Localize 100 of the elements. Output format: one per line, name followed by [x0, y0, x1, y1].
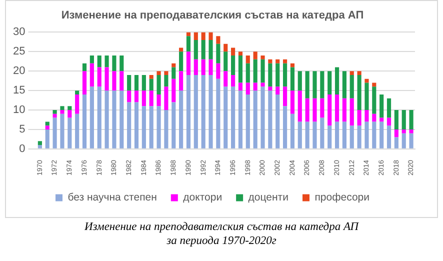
bar [238, 56, 243, 83]
bar [216, 78, 220, 148]
bar [386, 118, 392, 126]
bar [298, 90, 302, 122]
bar [201, 40, 206, 60]
bar [231, 86, 236, 148]
bar [142, 106, 146, 148]
bar [253, 52, 258, 60]
bar [45, 126, 50, 130]
bar [394, 110, 398, 130]
bar [357, 110, 362, 126]
y-tick-label: 10 [12, 104, 26, 116]
bar [372, 122, 376, 148]
bar [149, 78, 154, 91]
bar [380, 122, 384, 148]
bar [364, 122, 369, 148]
chart-title: Изменение на преподавателския състав на катедра АП [61, 10, 364, 22]
bar [260, 59, 265, 83]
bar [52, 118, 57, 148]
bar [298, 122, 302, 148]
bar [45, 129, 50, 148]
bar [82, 71, 87, 94]
bar [312, 98, 317, 122]
bar [60, 114, 64, 148]
bar [357, 75, 362, 110]
bar [290, 67, 294, 91]
bar [104, 56, 109, 68]
bar [402, 129, 406, 134]
bar [282, 86, 288, 106]
bar [224, 71, 228, 87]
bar [268, 59, 272, 64]
bar [305, 71, 310, 98]
y-tick-label: 25 [12, 46, 26, 58]
bar [68, 110, 72, 118]
bar [97, 67, 102, 87]
bar [194, 32, 198, 40]
bar [334, 94, 340, 122]
bar [142, 90, 146, 106]
bar [120, 56, 124, 72]
bar [260, 86, 265, 148]
bar [156, 75, 161, 94]
bar [112, 56, 116, 72]
bar [142, 75, 146, 91]
bar [179, 52, 184, 72]
bar [350, 71, 354, 75]
bar [282, 63, 288, 87]
bar [172, 102, 176, 148]
bar [164, 110, 168, 148]
bar [216, 36, 220, 44]
bar [282, 106, 288, 148]
bar [328, 71, 332, 94]
bar [334, 67, 340, 94]
y-tick-label: 15 [12, 84, 26, 97]
bar [246, 63, 250, 83]
bar [409, 133, 414, 148]
bar [156, 106, 161, 148]
bar [238, 90, 243, 148]
bar [60, 110, 64, 114]
bar [82, 63, 87, 72]
legend-label: без научна степен [68, 192, 158, 204]
bar [238, 52, 243, 56]
bar [253, 82, 258, 91]
bar [350, 126, 354, 148]
bar [186, 36, 191, 52]
bar [312, 71, 317, 98]
bar [231, 56, 236, 75]
bar [386, 98, 392, 118]
bar [90, 63, 94, 87]
bar [320, 118, 324, 148]
bar [350, 75, 354, 98]
bar [342, 122, 346, 148]
bar [68, 106, 72, 110]
bar [60, 106, 64, 110]
bar [260, 82, 265, 87]
bar [364, 78, 369, 83]
bar [268, 90, 272, 148]
bar [134, 90, 139, 102]
bar [253, 59, 258, 83]
bar [386, 126, 392, 148]
bar [380, 94, 384, 118]
bar [112, 90, 116, 148]
legend-label: професори [314, 192, 370, 204]
bar [290, 114, 294, 148]
bar [342, 71, 346, 98]
bar [290, 90, 294, 114]
bar [149, 106, 154, 148]
bar [268, 86, 272, 91]
bar [75, 114, 80, 148]
bar [328, 126, 332, 148]
bar [402, 133, 406, 148]
bar [246, 82, 250, 94]
bar [45, 122, 50, 126]
bar [276, 63, 280, 87]
bar [194, 59, 198, 75]
bar [342, 98, 346, 122]
y-tick-label: 5 [19, 124, 26, 136]
bar [364, 82, 369, 110]
bar [38, 145, 42, 148]
bar [320, 98, 324, 118]
bar [194, 40, 198, 60]
